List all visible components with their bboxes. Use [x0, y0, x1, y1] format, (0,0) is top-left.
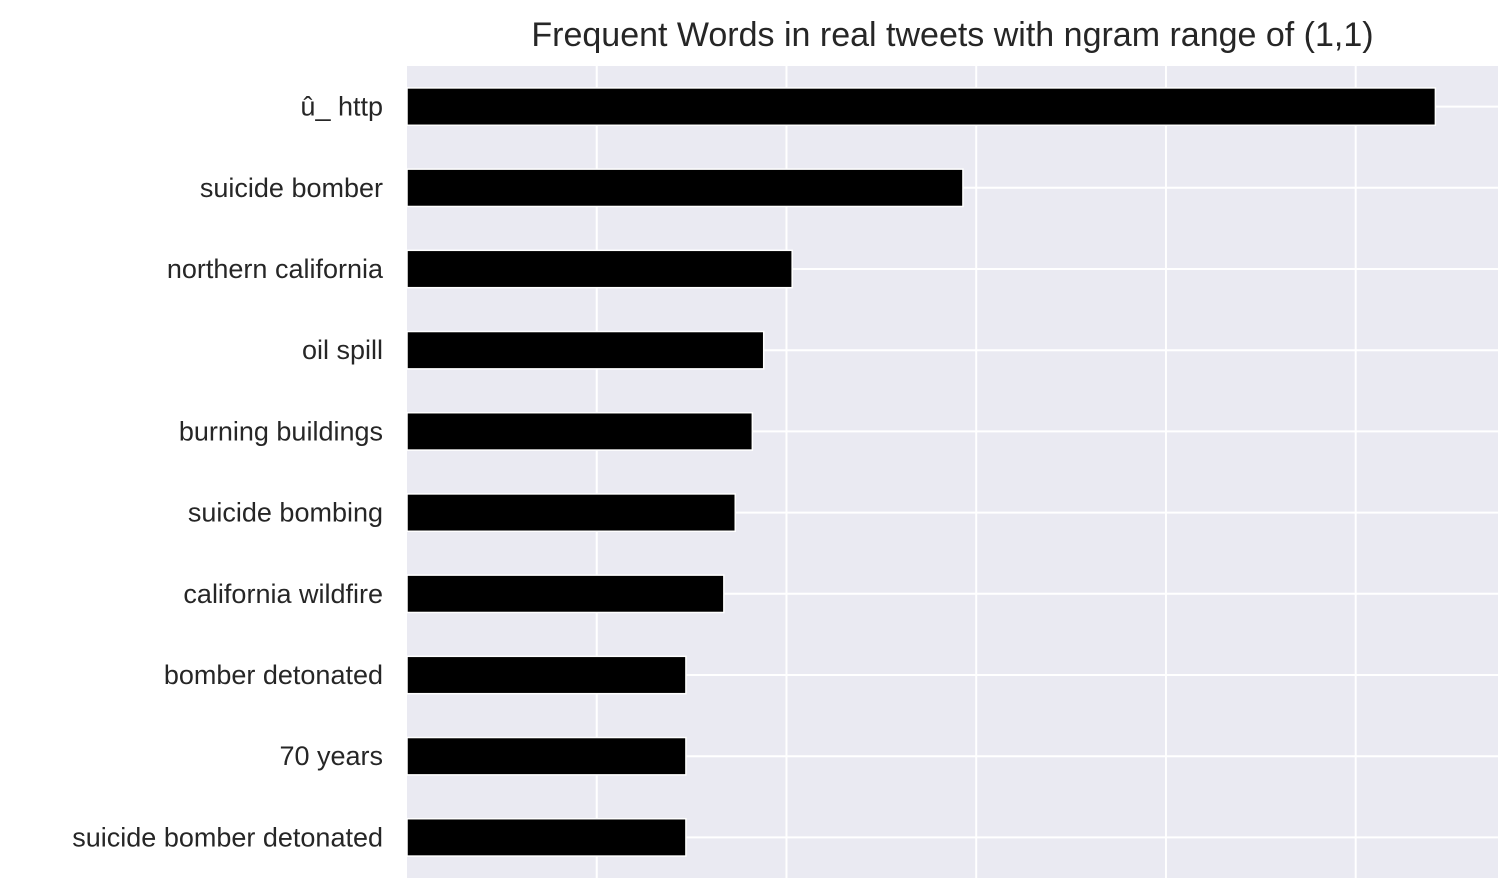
y-tick-label: burning buildings: [179, 416, 383, 446]
bar: [406, 330, 765, 370]
bar: [406, 87, 1437, 127]
bars: [406, 87, 1437, 857]
bar: [406, 574, 725, 614]
y-tick-label: california wildfire: [183, 579, 383, 609]
y-tick-labels: û_ http suicide bomber northern california…: [72, 92, 384, 853]
bar: [406, 411, 754, 451]
bar: [406, 168, 964, 208]
y-tick-label: bomber detonated: [164, 660, 383, 690]
y-tick-label: û_ http: [300, 92, 383, 122]
y-tick-label: northern california: [167, 254, 384, 284]
chart-title: Frequent Words in real tweets with ngram…: [531, 16, 1373, 54]
bar: [406, 655, 687, 695]
y-tick-label: suicide bomber: [200, 173, 383, 203]
y-tick-label: suicide bombing: [188, 498, 383, 528]
y-tick-label: oil spill: [302, 335, 383, 365]
bar: [406, 249, 793, 289]
bar: [406, 817, 687, 857]
y-tick-label: suicide bomber detonated: [72, 822, 383, 852]
y-tick-label: 70 years: [279, 741, 383, 771]
bar: [406, 493, 736, 533]
bar: [406, 736, 687, 776]
